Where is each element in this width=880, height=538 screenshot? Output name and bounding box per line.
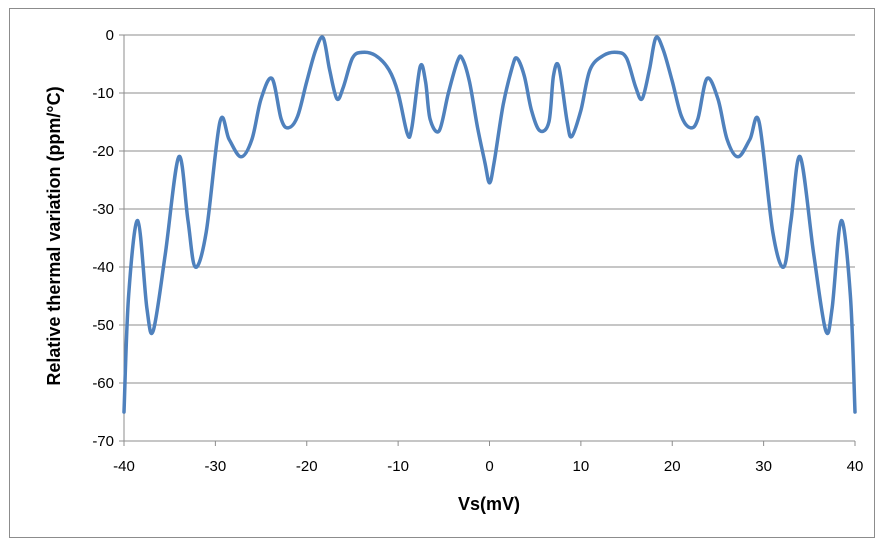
chart-frame	[9, 8, 875, 538]
x-tick-label: 40	[847, 458, 864, 475]
y-tick-labels: 0 -10 -20 -30 -40 -50 -60 -70	[92, 27, 114, 450]
x-tick-label: -30	[205, 458, 227, 475]
gridlines	[124, 34, 855, 384]
x-tick-label: -40	[113, 458, 135, 475]
y-tick-label: -20	[92, 143, 114, 160]
y-axis-title: Relative thermal variation (ppm/°C)	[44, 86, 64, 385]
x-tick-label: -20	[296, 458, 318, 475]
y-tick-label: -70	[92, 433, 114, 450]
x-tick-label: 0	[485, 458, 493, 475]
series-line	[122, 35, 857, 414]
series-group	[122, 35, 857, 414]
y-tick-label: -40	[92, 259, 114, 276]
x-tick-label: 30	[755, 458, 772, 475]
y-tick-label: -60	[92, 375, 114, 392]
axes	[119, 34, 856, 446]
y-tick-label: -30	[92, 201, 114, 218]
x-tick-label: -10	[387, 458, 409, 475]
x-axis-title: Vs(mV)	[458, 494, 520, 514]
y-tick-label: -50	[92, 317, 114, 334]
y-tick-label: -10	[92, 85, 114, 102]
x-tick-labels: -40 -30 -20 -10 0 10 20 30 40	[113, 458, 863, 475]
y-tick-label: 0	[106, 27, 114, 44]
x-tick-label: 10	[573, 458, 590, 475]
x-tick-label: 20	[664, 458, 681, 475]
